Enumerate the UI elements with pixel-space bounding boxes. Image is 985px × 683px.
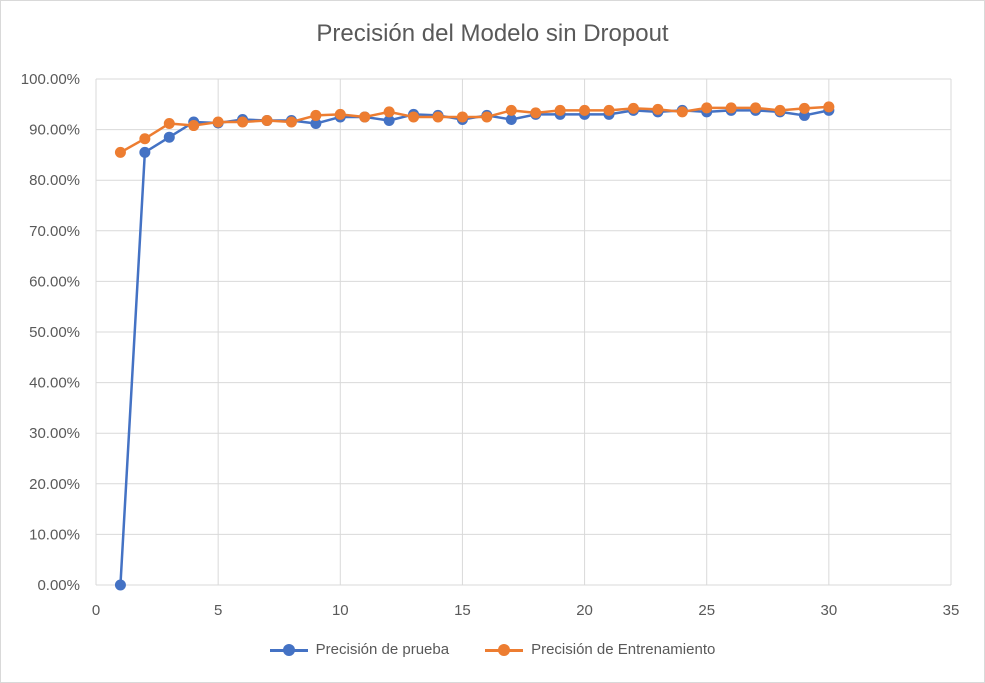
data-point (188, 120, 200, 132)
series-0 (114, 104, 835, 591)
data-point (505, 104, 517, 116)
data-point (237, 116, 249, 128)
y-tick-label: 80.00% (29, 172, 80, 189)
y-tick-label: 50.00% (29, 324, 80, 341)
x-tick-label: 15 (454, 602, 471, 619)
y-tick-label: 20.00% (29, 476, 80, 493)
data-point (676, 106, 688, 118)
data-point (408, 111, 420, 123)
data-point (334, 108, 346, 120)
data-point (359, 111, 371, 123)
data-point (285, 116, 297, 128)
y-tick-label: 30.00% (29, 425, 80, 442)
x-tick-label: 0 (92, 602, 100, 619)
data-point (505, 113, 517, 125)
chart-legend: Precisión de prueba Precisión de Entrena… (0, 641, 985, 658)
legend-marker-test (269, 643, 308, 656)
data-point (139, 146, 151, 158)
data-point (383, 106, 395, 118)
x-tick-label: 10 (332, 602, 349, 619)
x-tick-label: 25 (698, 602, 715, 619)
legend-label-test: Precisión de prueba (315, 641, 450, 658)
data-point (310, 109, 322, 121)
y-tick-label: 100.00% (21, 71, 80, 88)
y-tick-label: 0.00% (37, 577, 80, 594)
x-tick-label: 5 (214, 602, 222, 619)
series-line (119, 109, 830, 586)
series-1 (114, 101, 835, 158)
data-point (163, 131, 175, 143)
x-tick-label: 35 (943, 602, 960, 619)
data-point (554, 104, 566, 116)
y-tick-label: 60.00% (29, 273, 80, 290)
data-point (774, 104, 786, 116)
data-point (310, 118, 322, 130)
x-tick-label: 20 (576, 602, 593, 619)
data-point (652, 103, 664, 115)
data-point (579, 104, 591, 116)
data-point (603, 104, 615, 116)
data-point (725, 102, 737, 114)
data-point (798, 102, 810, 114)
data-point (456, 111, 468, 123)
y-tick-label: 10.00% (29, 526, 80, 543)
data-point (114, 579, 126, 591)
data-point (530, 107, 542, 119)
data-point (383, 114, 395, 126)
y-tick-label: 90.00% (29, 122, 80, 139)
legend-marker-train (485, 643, 524, 656)
chart-title: Precisión del Modelo sin Dropout (316, 20, 669, 47)
data-point (627, 102, 639, 114)
data-point (701, 102, 713, 114)
y-tick-label: 70.00% (29, 223, 80, 240)
data-point (114, 146, 126, 158)
data-point (823, 101, 835, 113)
data-point (261, 114, 273, 126)
x-tick-label: 30 (821, 602, 838, 619)
data-point (432, 111, 444, 123)
legend-item-train: Precisión de Entrenamiento (485, 641, 715, 658)
legend-item-test: Precisión de prueba (269, 641, 450, 658)
legend-label-train: Precisión de Entrenamiento (531, 641, 716, 658)
data-point (139, 133, 151, 145)
data-point (750, 102, 762, 114)
y-tick-label: 40.00% (29, 375, 80, 392)
data-point (212, 116, 224, 128)
data-point (481, 111, 493, 123)
data-point (163, 118, 175, 130)
